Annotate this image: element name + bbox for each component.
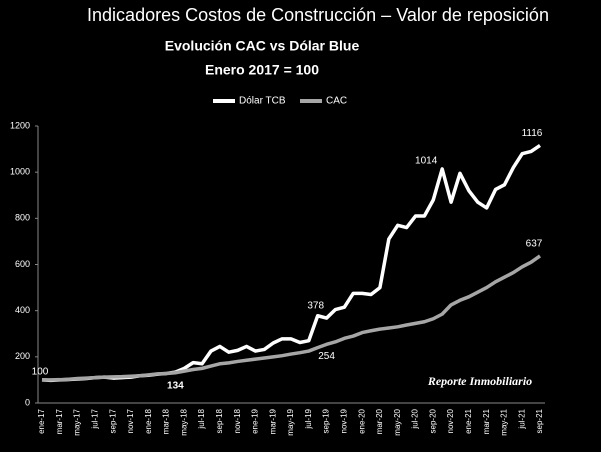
value-label: 378 <box>307 300 324 311</box>
chart-subtitle: Enero 2017 = 100 <box>205 62 319 78</box>
x-tick-label: ene-18 <box>144 408 153 433</box>
x-tick-label: nov-19 <box>339 408 348 433</box>
y-tick-label: 800 <box>15 213 30 223</box>
legend-label: CAC <box>326 96 347 107</box>
x-tick-label: jul-18 <box>197 408 206 429</box>
x-tick-label: nov-18 <box>233 408 242 433</box>
x-tick-label: sep-19 <box>322 408 331 433</box>
x-tick-label: ene-19 <box>251 408 260 433</box>
value-label: 637 <box>526 239 543 250</box>
y-tick-label: 1000 <box>10 167 30 177</box>
value-label: 100 <box>32 367 49 378</box>
value-label: 1116 <box>522 128 543 139</box>
x-tick-label: jul-21 <box>517 408 526 429</box>
chart-title: Evolución CAC vs Dólar Blue <box>165 38 360 54</box>
value-label: 134 <box>167 381 184 392</box>
series-line <box>42 254 542 382</box>
x-tick-label: mar-17 <box>55 408 64 434</box>
x-tick-label: may-18 <box>179 408 188 435</box>
x-tick-label: jul-20 <box>411 408 420 429</box>
value-label: 254 <box>318 351 335 362</box>
y-tick-label: 600 <box>15 259 30 269</box>
x-tick-label: mar-20 <box>375 408 384 434</box>
x-tick-label: ene-17 <box>37 408 46 433</box>
x-tick-label: may-21 <box>500 408 509 435</box>
x-tick-label: sep-17 <box>108 408 117 433</box>
x-tick-label: jul-17 <box>90 408 99 429</box>
x-tick-label: sep-20 <box>428 408 437 433</box>
x-tick-label: jul-19 <box>304 408 313 429</box>
page-header: Indicadores Costos de Construcción – Val… <box>87 5 549 25</box>
x-tick-label: ene-21 <box>464 408 473 433</box>
x-tick-label: may-19 <box>286 408 295 435</box>
watermark: Reporte Inmobiliario <box>427 374 532 388</box>
x-tick-label: mar-21 <box>482 408 491 434</box>
value-label: 1014 <box>415 156 438 167</box>
x-tick-label: sep-18 <box>215 408 224 433</box>
y-tick-label: 400 <box>15 305 30 315</box>
y-tick-label: 200 <box>15 351 30 361</box>
y-tick-label: 1200 <box>10 120 30 130</box>
x-tick-label: ene-20 <box>357 408 366 433</box>
x-tick-label: mar-18 <box>162 408 171 434</box>
y-tick-label: 0 <box>25 397 30 407</box>
x-tick-label: mar-19 <box>268 408 277 434</box>
legend-label: Dólar TCB <box>239 96 286 107</box>
x-tick-label: sep-21 <box>535 408 544 433</box>
x-tick-label: nov-17 <box>126 408 135 433</box>
x-tick-label: nov-20 <box>446 408 455 433</box>
x-tick-label: may-17 <box>73 408 82 435</box>
series-line <box>41 143 541 383</box>
x-tick-label: may-20 <box>393 408 402 435</box>
